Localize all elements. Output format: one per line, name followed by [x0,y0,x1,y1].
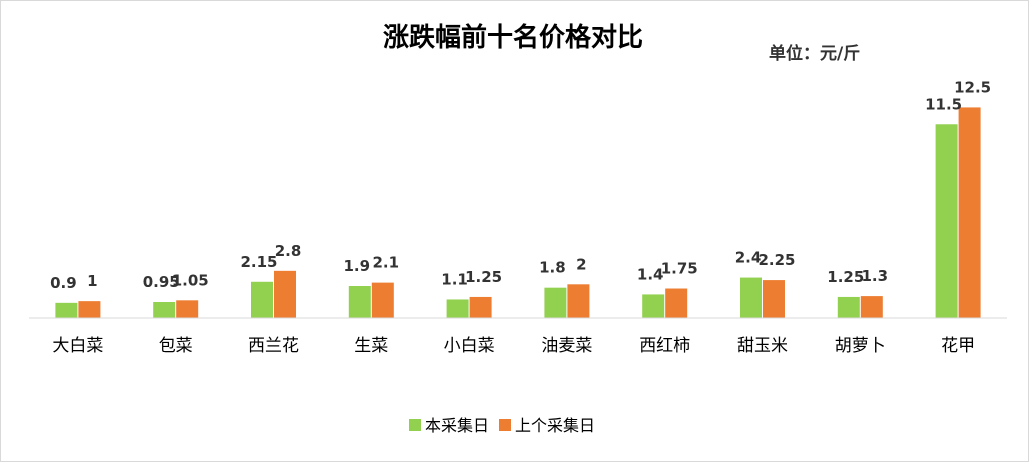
data-label-current-2: 2.15 [240,253,277,271]
bar-previous-8 [860,296,883,318]
data-label-previous-2: 2.8 [275,242,302,260]
bar-previous-3 [371,282,394,318]
legend-swatch-previous [499,419,511,431]
data-label-current-9: 11.5 [925,95,962,113]
data-label-previous-5: 2 [576,255,586,273]
x-tick-label-1: 包菜 [159,336,193,356]
data-label-previous-1: 1.05 [172,271,209,289]
data-label-current-1: 0.95 [143,273,180,291]
data-label-previous-7: 2.25 [758,251,795,269]
bar-previous-7 [763,280,785,318]
unit-label: 单位：元/斤 [769,43,860,64]
data-labels-group: 0.9 1 0.951.052.152.81.9 2.11.11.251.8 21.41… [50,78,991,291]
data-label-previous-6: 1.75 [661,260,698,278]
data-label-previous-0: 1 [87,272,97,290]
bar-previous-9 [958,107,981,318]
bar-current-9 [935,124,958,319]
legend-label-previous: 上个采集日 [515,416,595,435]
bar-current-3 [348,285,371,318]
bar-current-4 [446,299,469,318]
bar-current-7 [740,277,762,318]
bar-previous-6 [665,288,688,318]
data-label-previous-4: 1.25 [465,268,502,286]
bar-previous-2 [274,270,296,318]
legend: 本采集日 上个采集日 [409,416,595,435]
data-label-current-5: 1.8 [539,259,566,277]
x-tick-label-8: 胡萝卜 [835,336,886,356]
x-tick-labels-group: 大白菜 包菜 西兰花 生菜 小白菜 油麦菜 西红柿 甜玉米 胡萝卜 花甲 [52,336,975,356]
bar-current-1 [153,301,176,318]
x-tick-label-9: 花甲 [941,336,975,356]
bar-previous-5 [567,284,590,318]
x-tick-label-6: 西红柿 [639,336,690,356]
x-tick-label-4: 小白菜 [444,336,495,356]
x-tick-label-0: 大白菜 [52,336,103,356]
data-label-previous-8: 1.3 [862,267,889,285]
data-label-current-6: 1.4 [637,265,664,283]
chart-title: 涨跌幅前十名价格对比 [383,22,643,53]
bars-group [55,107,981,319]
x-tick-label-2: 西兰花 [248,336,299,356]
legend-swatch-current [409,419,421,431]
data-label-current-4: 1.1 [441,270,468,288]
bar-current-5 [544,287,567,318]
bar-current-2 [251,281,273,318]
data-label-current-8: 1.25 [827,268,864,286]
data-label-current-0: 0.9 [50,274,77,292]
x-tick-label-7: 甜玉米 [737,336,788,356]
x-tick-label-5: 油麦菜 [541,336,592,356]
bar-current-0 [55,302,78,318]
bar-previous-1 [176,300,199,318]
x-tick-label-3: 生菜 [354,336,388,356]
bar-current-8 [837,296,860,318]
legend-label-current: 本采集日 [425,416,489,435]
data-label-previous-3: 2.1 [373,254,400,272]
bar-previous-0 [78,301,101,318]
data-label-current-3: 1.9 [344,257,371,275]
bar-current-6 [642,294,665,318]
bar-previous-4 [469,296,492,318]
data-label-current-7: 2.4 [735,249,762,267]
data-label-previous-9: 12.5 [954,78,991,96]
